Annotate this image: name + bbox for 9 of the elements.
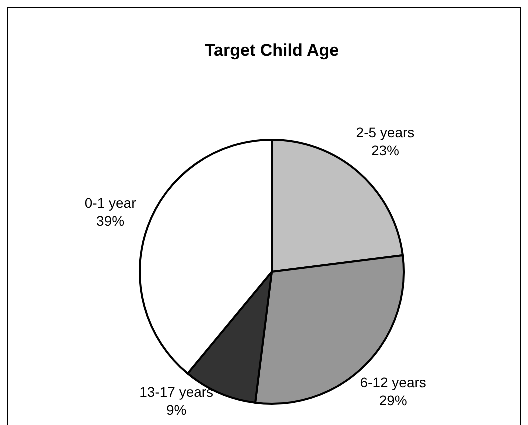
slice-label: 0-1 year: [84, 194, 137, 211]
data-label: 23%: [371, 142, 400, 158]
slice-label: 6-12 years: [360, 374, 426, 390]
data-label: 39%: [96, 212, 125, 229]
chart-title: Target Child Age: [204, 41, 340, 60]
slice-label: 13-17 years: [140, 384, 214, 400]
slice-label: 2-5 years: [356, 124, 415, 140]
data-label: 9%: [166, 402, 187, 418]
data-label: 29%: [379, 392, 408, 408]
